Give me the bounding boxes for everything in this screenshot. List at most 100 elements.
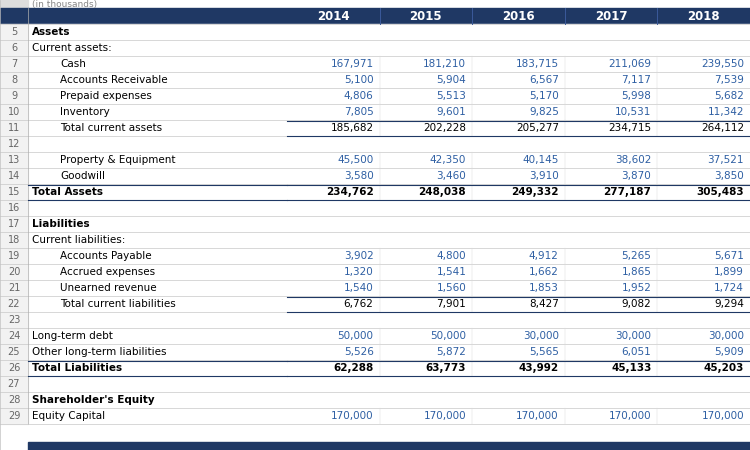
Bar <box>28 280 750 296</box>
Text: Current assets:: Current assets: <box>32 43 112 53</box>
Text: 185,682: 185,682 <box>331 123 374 133</box>
Bar <box>0 328 28 344</box>
Text: Total Liabilities: Total Liabilities <box>32 363 122 373</box>
Text: 5,872: 5,872 <box>436 347 466 357</box>
Bar <box>0 392 28 408</box>
Bar <box>28 8 750 24</box>
Bar <box>0 168 28 184</box>
Text: 29: 29 <box>8 411 20 421</box>
Text: 5,998: 5,998 <box>622 91 652 101</box>
Text: 264,112: 264,112 <box>700 123 744 133</box>
Text: 181,210: 181,210 <box>423 59 466 69</box>
Text: 26: 26 <box>8 363 20 373</box>
Text: 9,601: 9,601 <box>436 107 466 117</box>
Text: 5,100: 5,100 <box>344 75 374 85</box>
Text: 5,170: 5,170 <box>529 91 559 101</box>
Bar <box>28 200 750 216</box>
Text: 3,910: 3,910 <box>529 171 559 181</box>
Text: 202,228: 202,228 <box>423 123 466 133</box>
Text: 12: 12 <box>8 139 20 149</box>
Text: (in thousands): (in thousands) <box>32 0 98 9</box>
Text: Total current liabilities: Total current liabilities <box>60 299 176 309</box>
Bar <box>0 344 28 360</box>
Text: Goodwill: Goodwill <box>60 171 105 181</box>
Text: 43,992: 43,992 <box>519 363 559 373</box>
Text: 18: 18 <box>8 235 20 245</box>
Text: Other long-term liabilities: Other long-term liabilities <box>32 347 166 357</box>
Bar <box>28 408 750 424</box>
Bar <box>28 392 750 408</box>
Text: 234,715: 234,715 <box>608 123 652 133</box>
Text: 16: 16 <box>8 203 20 213</box>
Text: 170,000: 170,000 <box>701 411 744 421</box>
Bar <box>28 248 750 264</box>
Text: 8,427: 8,427 <box>529 299 559 309</box>
Text: 9,825: 9,825 <box>529 107 559 117</box>
Bar <box>0 360 28 376</box>
Text: 4,806: 4,806 <box>344 91 374 101</box>
Bar <box>0 0 28 8</box>
Text: Liabilities: Liabilities <box>32 219 90 229</box>
Text: 3,460: 3,460 <box>436 171 466 181</box>
Bar <box>0 184 28 200</box>
Text: 1,320: 1,320 <box>344 267 374 277</box>
Text: 10: 10 <box>8 107 20 117</box>
Text: 50,000: 50,000 <box>430 331 466 341</box>
Text: 9,294: 9,294 <box>714 299 744 309</box>
Text: 1,853: 1,853 <box>529 283 559 293</box>
Text: 1,540: 1,540 <box>344 283 374 293</box>
Text: 4,800: 4,800 <box>436 251 466 261</box>
Text: 170,000: 170,000 <box>609 411 652 421</box>
Text: Current liabilities:: Current liabilities: <box>32 235 125 245</box>
Bar <box>0 136 28 152</box>
Text: 5,671: 5,671 <box>714 251 744 261</box>
Bar <box>28 376 750 392</box>
Text: Shareholder's Equity: Shareholder's Equity <box>32 395 154 405</box>
Text: 6: 6 <box>11 43 17 53</box>
Text: 30,000: 30,000 <box>616 331 652 341</box>
Text: 14: 14 <box>8 171 20 181</box>
Bar <box>0 280 28 296</box>
Bar <box>0 248 28 264</box>
Bar <box>28 216 750 232</box>
Text: 2015: 2015 <box>410 9 442 22</box>
Text: 5,904: 5,904 <box>436 75 466 85</box>
Bar <box>0 312 28 328</box>
Bar <box>0 40 28 56</box>
Text: 1,560: 1,560 <box>436 283 466 293</box>
Text: 8: 8 <box>11 75 17 85</box>
Bar <box>28 40 750 56</box>
Text: 170,000: 170,000 <box>516 411 559 421</box>
Text: 5,526: 5,526 <box>344 347 374 357</box>
Text: 7,901: 7,901 <box>436 299 466 309</box>
Bar <box>0 8 28 24</box>
Text: 167,971: 167,971 <box>331 59 374 69</box>
Text: 2018: 2018 <box>688 9 720 22</box>
Text: 45,203: 45,203 <box>704 363 744 373</box>
Text: 27: 27 <box>8 379 20 389</box>
Text: 7,117: 7,117 <box>622 75 652 85</box>
Text: 24: 24 <box>8 331 20 341</box>
Bar <box>0 232 28 248</box>
Bar <box>28 56 750 72</box>
Text: 170,000: 170,000 <box>331 411 374 421</box>
Text: 20: 20 <box>8 267 20 277</box>
Text: 239,550: 239,550 <box>701 59 744 69</box>
Bar <box>0 24 28 40</box>
Text: 63,773: 63,773 <box>426 363 466 373</box>
Text: 11: 11 <box>8 123 20 133</box>
Text: 22: 22 <box>8 299 20 309</box>
Bar <box>28 328 750 344</box>
Text: 7,805: 7,805 <box>344 107 374 117</box>
Bar <box>28 120 750 136</box>
Text: 183,715: 183,715 <box>516 59 559 69</box>
Bar <box>28 88 750 104</box>
Text: 5,265: 5,265 <box>622 251 652 261</box>
Bar <box>28 296 750 312</box>
Text: 6,567: 6,567 <box>529 75 559 85</box>
Text: 2014: 2014 <box>317 9 350 22</box>
Text: 2016: 2016 <box>503 9 535 22</box>
Bar <box>28 152 750 168</box>
Bar <box>28 344 750 360</box>
Bar <box>0 216 28 232</box>
